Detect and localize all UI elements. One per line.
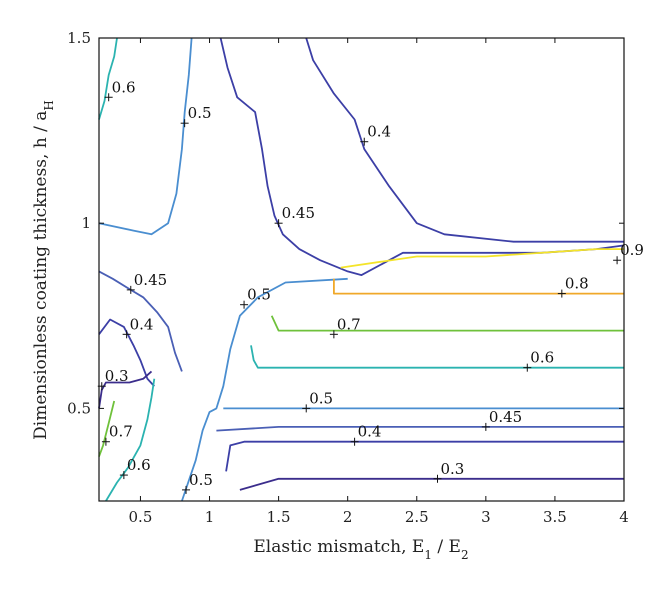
contour-line-0-3 <box>239 477 624 491</box>
contour-line-0-7 <box>98 400 116 457</box>
x-tick-label: 1 <box>205 508 215 526</box>
contour-label-text: 0.5 <box>247 286 271 304</box>
x-tick-label: 0.5 <box>129 508 153 526</box>
y-axis-title-main: Dimensionless coating thickness, h / a <box>31 111 51 440</box>
contour-label: 0.3 <box>433 460 464 483</box>
contour-label: 0.8 <box>557 275 589 298</box>
contour-label: 0.5 <box>182 471 213 494</box>
contour-label-text: 0.6 <box>530 349 554 367</box>
contour-label: 0.9 <box>613 241 644 265</box>
contour-line-0-6 <box>98 37 118 120</box>
contour-line-0-4 <box>219 37 625 276</box>
contour-label: 0.6 <box>523 349 554 372</box>
x-tick-label: 2 <box>343 508 353 526</box>
contour-label-text: 0.45 <box>282 204 315 222</box>
contour-line-0-8 <box>333 278 624 295</box>
x-tick-label: 4 <box>619 508 629 526</box>
x-tick-label: 2.5 <box>405 508 429 526</box>
contour-label-text: 0.7 <box>109 423 133 441</box>
contour-label: 0.4 <box>350 423 382 446</box>
contour-label: 0.6 <box>119 456 151 480</box>
contour-line-0-5 <box>181 277 348 502</box>
contour-line-0-7 <box>270 315 624 332</box>
contour-lines <box>98 37 625 502</box>
contour-line-0-6 <box>105 378 156 502</box>
contour-label: 0.45 <box>126 271 167 294</box>
contour-line-0-45 <box>98 270 183 372</box>
contour-label-text: 0.7 <box>337 315 361 333</box>
contour-label: 0.5 <box>180 104 212 128</box>
x-axis-title-main: Elastic mismatch, E <box>253 537 424 557</box>
contour-label: 0.7 <box>101 423 133 446</box>
y-tick-label: 1.5 <box>67 29 91 47</box>
x-axis-title: Elastic mismatch, E1 / E2 <box>253 537 468 562</box>
contour-labels: 0.6 0.5 0.4 0.45 0.9 0.8 0.45 0.5 0.4 0.7 0.6 0.3 0.… <box>97 78 644 494</box>
contour-line-0-4 <box>305 37 624 243</box>
contour-label: 0.45 <box>481 408 522 431</box>
x-axis-title-sub2: 2 <box>461 548 469 562</box>
x-tick-label: 3 <box>481 508 491 526</box>
contour-line-0-4 <box>98 318 155 387</box>
contour-label-text: 0.8 <box>565 275 589 293</box>
contour-line-0-4 <box>225 440 624 472</box>
contour-label-text: 0.3 <box>440 460 464 478</box>
contour-label-text: 0.5 <box>309 389 333 407</box>
contour-label: 0.6 <box>104 78 136 102</box>
contour-label-text: 0.5 <box>188 104 212 122</box>
contour-label-text: 0.4 <box>367 123 391 141</box>
x-axis-title-mid: / E <box>432 537 461 557</box>
contour-label-text: 0.4 <box>358 423 382 441</box>
contour-label: 0.7 <box>329 315 361 339</box>
plot-background <box>99 38 624 501</box>
x-tick-label: 3.5 <box>543 508 567 526</box>
contour-label-text: 0.6 <box>112 78 136 96</box>
y-tick-label: 0.5 <box>67 399 91 417</box>
contour-line-0-6 <box>250 345 624 369</box>
contour-label-text: 0.5 <box>189 471 213 489</box>
contour-label-text: 0.45 <box>489 408 522 426</box>
contour-label-text: 0.4 <box>130 315 154 333</box>
x-axis-ticks: 0.5 1 1.5 2 2.5 3 3.5 4 <box>129 38 629 526</box>
y-axis-ticks: 0.5 1 1.5 <box>67 29 624 417</box>
y-tick-label: 1 <box>81 214 91 232</box>
contour-label-text: 0.3 <box>105 367 129 385</box>
x-axis-title-sub1: 1 <box>424 548 432 562</box>
y-axis-title-sub: H <box>42 100 56 110</box>
contour-line-0-45 <box>216 426 624 432</box>
contour-label-text: 0.45 <box>134 271 167 289</box>
contour-label: 0.5 <box>240 286 271 309</box>
contour-label: 0.5 <box>302 389 333 413</box>
x-tick-label: 1.5 <box>267 508 291 526</box>
contour-line-0-5 <box>98 37 193 236</box>
contour-label-text: 0.9 <box>620 241 644 259</box>
contour-label-text: 0.6 <box>127 456 151 474</box>
y-axis-title: Dimensionless coating thickness, h / aH <box>31 100 56 440</box>
contour-label: 0.4 <box>360 123 391 146</box>
contour-label: 0.45 <box>274 204 315 228</box>
contour-line-0-9 <box>340 248 624 269</box>
contour-label: 0.4 <box>122 315 154 339</box>
plot-frame <box>98 37 625 502</box>
